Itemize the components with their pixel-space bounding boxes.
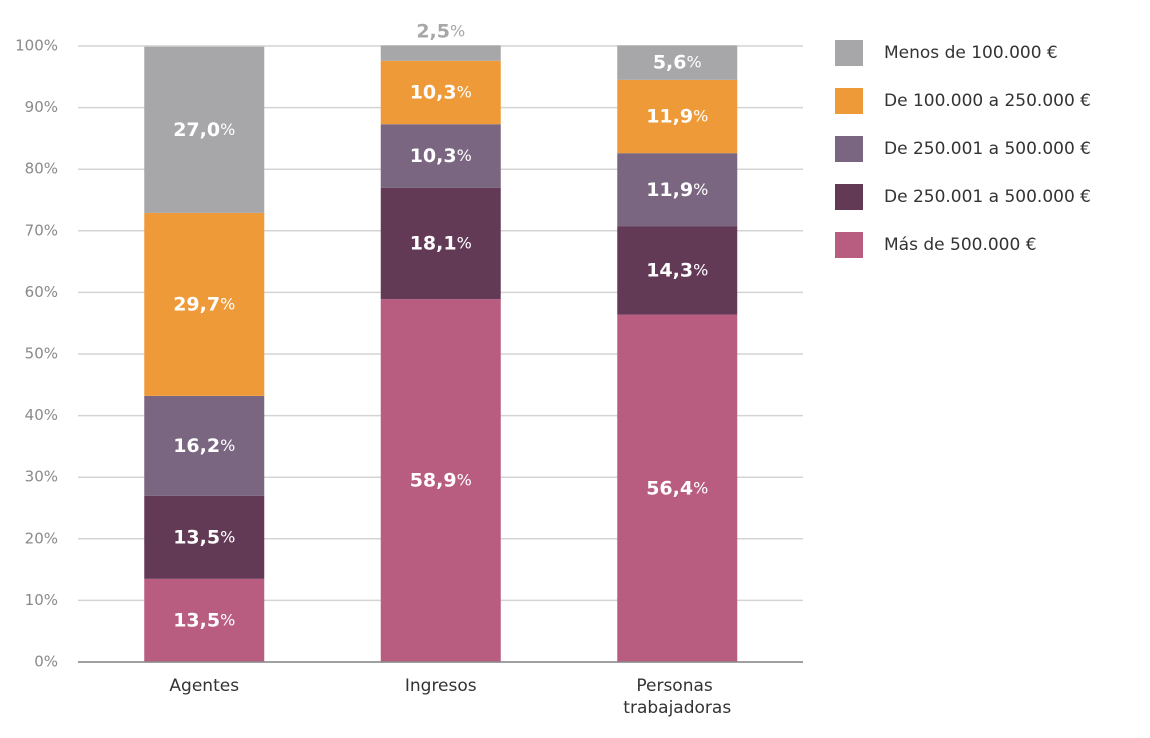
y-tick-label: 100% <box>15 37 58 55</box>
legend-swatch <box>835 88 863 114</box>
y-tick-label: 80% <box>25 160 58 178</box>
value-label: 11,9% <box>646 178 708 200</box>
bar-segment <box>617 79 738 154</box>
bar-segment <box>380 299 501 662</box>
y-tick-label: 70% <box>25 221 58 239</box>
value-label: 16,2% <box>173 434 235 456</box>
x-tick-label: Personas trabajadoras <box>623 676 731 718</box>
bar-segment <box>617 153 738 227</box>
value-label: 11,9% <box>646 105 708 127</box>
bar-segment <box>380 187 501 300</box>
value-label: 58,9% <box>410 469 472 491</box>
y-tick-label: 50% <box>25 345 58 363</box>
value-label: 13,5% <box>173 609 235 631</box>
legend-label: De 250.001 a 500.000 € <box>884 187 1091 207</box>
legend-swatch <box>835 136 863 162</box>
y-tick-label: 20% <box>25 529 58 547</box>
value-label: 14,3% <box>646 259 708 281</box>
legend-swatch <box>835 40 863 66</box>
legend-label: De 250.001 a 500.000 € <box>884 139 1091 159</box>
legend-swatch <box>835 232 863 258</box>
x-tick-label: Ingresos <box>405 676 477 696</box>
bar-segment <box>144 212 265 396</box>
bar-segment <box>617 314 738 662</box>
bar-segment <box>144 495 265 579</box>
bar-segment <box>144 46 265 213</box>
y-tick-label: 40% <box>25 406 58 424</box>
y-tick-label: 0% <box>34 653 58 671</box>
y-tick-label: 60% <box>25 283 58 301</box>
bar-segment <box>380 60 501 125</box>
y-tick-label: 30% <box>25 468 58 486</box>
bar-segment <box>380 124 501 188</box>
legend-label: Más de 500.000 € <box>884 235 1037 255</box>
value-label: 5,6% <box>653 51 702 73</box>
value-label: 13,5% <box>173 526 235 548</box>
legend-label: De 100.000 a 250.000 € <box>884 91 1091 111</box>
value-label: 2,5% <box>416 20 465 42</box>
bar-segment <box>617 45 738 80</box>
y-tick-label: 10% <box>25 591 58 609</box>
bar-segment <box>380 45 501 61</box>
value-label: 10,3% <box>410 81 472 103</box>
y-tick-label: 90% <box>25 98 58 116</box>
value-label: 29,7% <box>173 293 235 315</box>
legend-swatch <box>835 184 863 210</box>
bar-segment <box>144 578 265 662</box>
legend-label: Menos de 100.000 € <box>884 43 1058 63</box>
x-tick-label: Agentes <box>169 676 239 696</box>
bar-segment <box>617 226 738 315</box>
value-label: 27,0% <box>173 118 235 140</box>
bar-segment <box>144 395 265 496</box>
value-label: 56,4% <box>646 477 708 499</box>
value-label: 10,3% <box>410 144 472 166</box>
value-label: 18,1% <box>410 232 472 254</box>
